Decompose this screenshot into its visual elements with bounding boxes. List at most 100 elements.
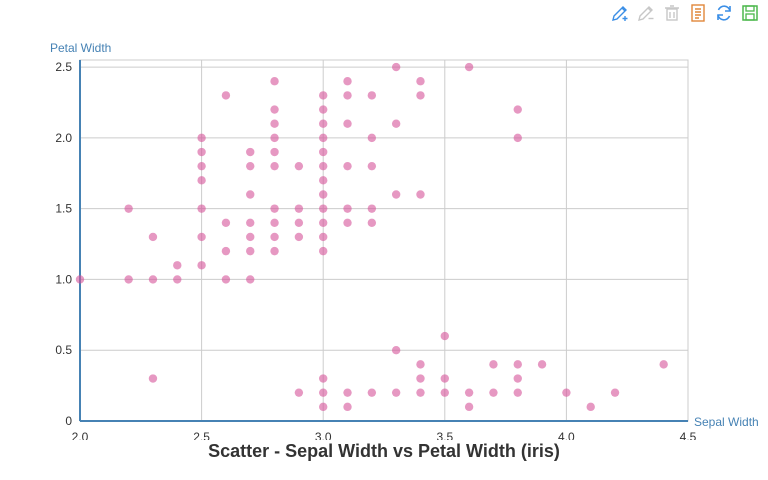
data-point [270,232,279,242]
data-point [416,360,425,369]
data-point [294,232,304,242]
data-point [367,218,377,228]
y-tick-label: 0.5 [55,343,72,357]
data-point [246,275,255,284]
x-tick-label: 4.5 [680,430,697,440]
data-point [221,275,231,284]
data-point [173,261,182,270]
data-point [270,218,279,228]
data-point [416,190,425,199]
data-point [246,218,255,228]
data-point [416,91,425,100]
data-point [367,161,377,171]
data-point [246,190,255,199]
data-point [319,105,328,114]
x-tick-label: 2.0 [72,430,89,440]
plot-frame [79,59,689,422]
data-point [391,346,401,355]
data-point [489,388,498,397]
data-point [343,77,352,86]
data-point [294,388,304,397]
data-point [246,246,255,256]
data-point [319,119,328,128]
data-point [148,374,158,383]
data-point [489,360,498,369]
x-axis-label: Sepal Width [694,415,759,429]
y-tick-label: 2.5 [55,60,72,74]
data-point [367,91,377,100]
data-point [367,133,377,143]
edit-icon[interactable] [610,3,630,23]
data-point [537,360,547,369]
data-point [343,119,352,128]
data-point [343,161,352,171]
data-point [246,232,255,242]
data-point [391,190,401,199]
scatter-chart: 2.0 2.5 3.0 3.5 4.0 4.5 0 0.5 1.0 1.5 2.0 2.5 Petal … [50,41,759,440]
clear-icon[interactable] [662,3,682,23]
data-point [197,261,206,270]
data-point [319,232,328,242]
data-point [343,218,352,228]
y-tick-label: 2.0 [55,131,72,145]
data-point [440,374,449,383]
data-point [173,275,182,284]
data-point [464,62,474,72]
data-point [294,204,304,213]
data-point [197,232,206,242]
data-point [221,91,231,100]
data-point [416,77,425,86]
data-point [319,218,328,228]
data-point [343,388,352,397]
data-point [343,204,352,213]
data-point [343,402,352,412]
data-point [319,374,328,383]
data-point [513,133,522,143]
data-view-icon[interactable] [688,3,708,23]
data-point [319,91,328,100]
save-icon[interactable] [740,3,760,23]
data-point [270,77,279,86]
data-point [586,402,595,412]
data-point [270,105,279,114]
erase-icon[interactable] [636,3,656,23]
data-point [75,275,85,284]
refresh-icon[interactable] [714,3,734,23]
data-point [197,147,206,157]
data-point [270,147,279,157]
data-point [197,161,206,171]
data-point [270,133,279,143]
y-tick-label: 1.0 [55,272,72,286]
data-point [440,331,449,341]
x-tick-label: 3.0 [315,430,332,440]
data-point [416,374,425,383]
data-point [270,204,279,213]
data-point [148,232,158,242]
data-point [610,388,620,397]
data-point [513,388,522,397]
x-tick-label: 3.5 [436,430,453,440]
data-point [319,161,328,171]
data-point [343,91,352,100]
data-point [197,176,206,185]
toolbox [610,3,760,23]
data-point [124,275,133,284]
y-tick-label: 1.5 [55,202,72,216]
data-point [294,161,304,171]
data-point [513,374,522,383]
data-point [319,147,328,157]
data-point [294,218,304,228]
data-point [148,275,158,284]
data-point [391,62,401,72]
data-point [513,105,522,114]
data-point [319,204,328,213]
data-point [246,161,255,171]
y-axis-label: Petal Width [50,41,111,55]
data-point [464,402,474,412]
y-tick-label: 0 [65,414,72,428]
data-point [391,119,401,128]
data-point [562,388,571,397]
chart-title: Scatter - Sepal Width vs Petal Width (ir… [208,441,560,461]
data-point [367,204,377,213]
data-point [319,246,328,256]
